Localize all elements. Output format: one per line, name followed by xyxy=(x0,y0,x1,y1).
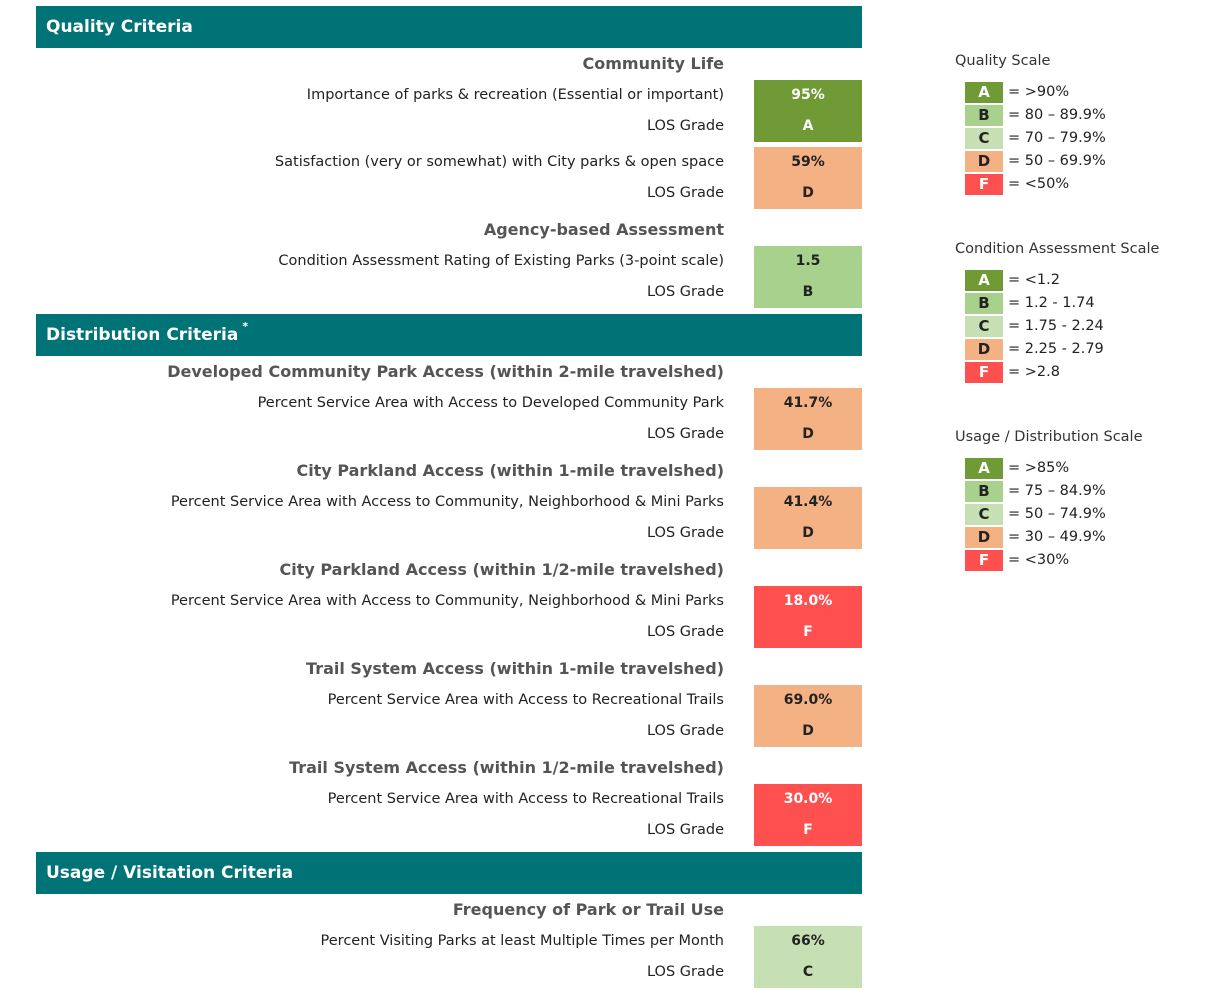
scale-range: = 2.25 - 2.79 xyxy=(1008,341,1104,357)
grade-box xyxy=(754,685,862,747)
scale-grade: A xyxy=(965,82,1003,103)
grade-label: LOS Grade xyxy=(647,284,724,300)
scale-grade: A xyxy=(965,458,1003,479)
metric-label: Satisfaction (very or somewhat) with Cit… xyxy=(274,154,724,170)
group-heading: Community Life xyxy=(582,54,724,73)
grade-letter: D xyxy=(802,185,814,201)
scale-range: = 80 – 89.9% xyxy=(1008,107,1106,123)
grade-box xyxy=(754,147,862,209)
section-header: Distribution Criteria * xyxy=(36,314,862,356)
scale-grade: B xyxy=(965,105,1003,126)
footnote-marker: * xyxy=(242,320,249,333)
grade-label: LOS Grade xyxy=(647,426,724,442)
metric-value: 95% xyxy=(791,87,825,103)
scale-title: Usage / Distribution Scale xyxy=(955,429,1143,445)
grade-letter: B xyxy=(802,284,814,300)
grade-box xyxy=(754,80,862,142)
scale-range: = <30% xyxy=(1008,552,1070,568)
group-heading: Frequency of Park or Trail Use xyxy=(452,900,724,919)
grade-label: LOS Grade xyxy=(647,118,724,134)
scale-grade: B xyxy=(965,481,1003,502)
scale-grade: B xyxy=(965,293,1003,314)
scale-grade: D xyxy=(965,339,1003,360)
section-header: Quality Criteria xyxy=(36,6,862,48)
grade-letter: C xyxy=(802,964,814,980)
section-title: Distribution Criteria xyxy=(46,325,239,345)
scale-range: = >90% xyxy=(1008,84,1070,100)
metric-label: Percent Visiting Parks at least Multiple… xyxy=(320,933,724,949)
grade-box xyxy=(754,926,862,988)
scale-range: = <50% xyxy=(1008,176,1070,192)
grade-label: LOS Grade xyxy=(647,525,724,541)
scale-grade: F xyxy=(965,550,1003,571)
scale-range: = 50 – 74.9% xyxy=(1008,506,1106,522)
scale-range: = >2.8 xyxy=(1008,364,1060,380)
scale-title: Condition Assessment Scale xyxy=(955,241,1160,257)
group-heading: Developed Community Park Access (within … xyxy=(167,362,724,381)
scale-grade: C xyxy=(965,504,1003,525)
metric-value: 59% xyxy=(791,154,825,170)
metric-value: 41.7% xyxy=(783,395,833,411)
group-heading: Trail System Access (within 1/2-mile tra… xyxy=(289,758,724,777)
metric-label: Percent Service Area with Access to Recr… xyxy=(327,692,724,708)
grade-box xyxy=(754,784,862,846)
grade-box xyxy=(754,487,862,549)
grade-box xyxy=(754,586,862,648)
metric-value: 1.5 xyxy=(795,253,821,269)
scale-range: = 70 – 79.9% xyxy=(1008,130,1106,146)
metric-value: 30.0% xyxy=(783,791,833,807)
grade-label: LOS Grade xyxy=(647,624,724,640)
scale-grade: D xyxy=(965,527,1003,548)
group-heading: City Parkland Access (within 1-mile trav… xyxy=(296,461,724,480)
grade-letter: F xyxy=(803,822,813,838)
section-header: Usage / Visitation Criteria xyxy=(36,852,862,894)
metric-value: 41.4% xyxy=(783,494,833,510)
scale-range: = 1.2 - 1.74 xyxy=(1008,295,1095,311)
scale-grade: C xyxy=(965,316,1003,337)
metric-value: 69.0% xyxy=(783,692,833,708)
grade-box xyxy=(754,388,862,450)
scale-range: = <1.2 xyxy=(1008,272,1060,288)
grade-box xyxy=(754,246,862,308)
grade-label: LOS Grade xyxy=(647,822,724,838)
metric-label: Percent Service Area with Access to Comm… xyxy=(170,494,724,510)
group-heading: Agency-based Assessment xyxy=(483,220,724,239)
section-title: Quality Criteria xyxy=(46,17,193,37)
metric-value: 66% xyxy=(791,933,825,949)
scale-range: = 30 – 49.9% xyxy=(1008,529,1106,545)
scale-grade: C xyxy=(965,128,1003,149)
grade-label: LOS Grade xyxy=(647,185,724,201)
section-title: Usage / Visitation Criteria xyxy=(46,863,294,883)
group-heading: Trail System Access (within 1-mile trave… xyxy=(306,659,724,678)
scale-grade: A xyxy=(965,270,1003,291)
scale-range: = >85% xyxy=(1008,460,1070,476)
grade-letter: D xyxy=(802,723,814,739)
scale-grade: F xyxy=(965,174,1003,195)
grade-label: LOS Grade xyxy=(647,964,724,980)
scale-range: = 1.75 - 2.24 xyxy=(1008,318,1104,334)
scale-range: = 50 – 69.9% xyxy=(1008,153,1106,169)
metric-label: Importance of parks & recreation (Essent… xyxy=(306,87,724,103)
scale-grade: D xyxy=(965,151,1003,172)
scale-grade: F xyxy=(965,362,1003,383)
metric-label: Percent Service Area with Access to Comm… xyxy=(170,593,724,609)
metric-label: Percent Service Area with Access to Recr… xyxy=(327,791,724,807)
grade-label: LOS Grade xyxy=(647,723,724,739)
metric-label: Percent Service Area with Access to Deve… xyxy=(257,395,724,411)
grade-letter: D xyxy=(802,525,814,541)
scale-title: Quality Scale xyxy=(955,53,1051,69)
grade-letter: A xyxy=(802,118,814,134)
scale-range: = 75 – 84.9% xyxy=(1008,483,1106,499)
metric-value: 18.0% xyxy=(783,593,833,609)
metric-label: Condition Assessment Rating of Existing … xyxy=(278,253,724,269)
group-heading: City Parkland Access (within 1/2-mile tr… xyxy=(279,560,724,579)
grade-letter: D xyxy=(802,426,814,442)
grade-letter: F xyxy=(803,624,813,640)
